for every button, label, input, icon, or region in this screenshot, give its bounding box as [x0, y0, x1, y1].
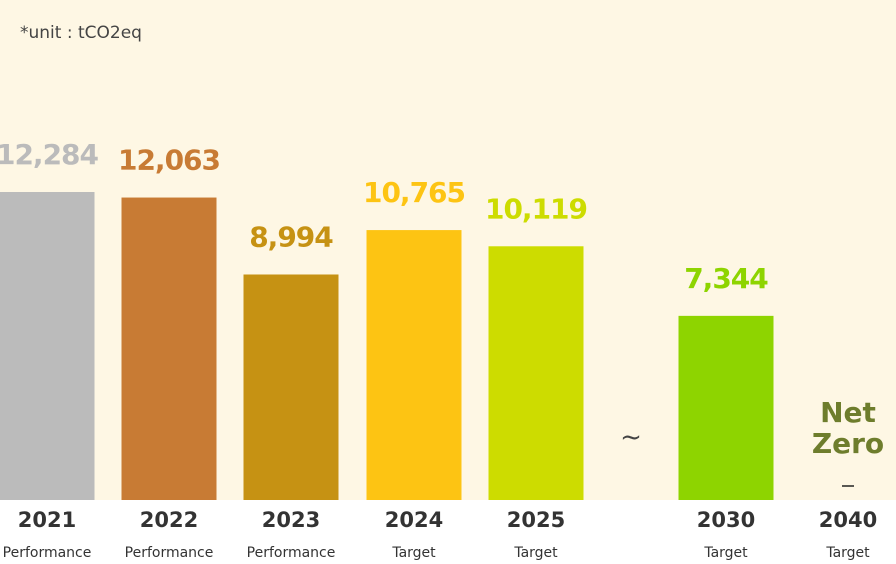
x-sublabel: Target — [703, 545, 748, 561]
x-tick-label: 2021 — [18, 508, 76, 532]
x-sublabel: Target — [391, 545, 436, 561]
bar — [0, 192, 95, 500]
bar — [488, 246, 584, 500]
value-label: 12,284 — [0, 138, 99, 171]
x-sublabel: Performance — [247, 545, 336, 561]
bar — [121, 197, 217, 500]
x-sublabel: Target — [513, 545, 558, 561]
axis-break: ~ — [620, 423, 642, 453]
x-tick-label: 2023 — [262, 508, 320, 532]
x-tick-label: 2025 — [507, 508, 565, 532]
bar — [243, 274, 339, 500]
value-label: 10,119 — [485, 192, 587, 225]
x-tick-label: 2040 — [819, 508, 877, 532]
x-sublabel: Target — [825, 545, 870, 561]
bar — [678, 315, 774, 500]
x-sublabel: Performance — [125, 545, 214, 561]
value-label: 7,344 — [684, 262, 768, 295]
value-label: 10,765 — [363, 176, 465, 209]
x-tick-label: 2024 — [385, 508, 443, 532]
value-label: 12,063 — [118, 144, 220, 177]
x-sublabel: Performance — [3, 545, 92, 561]
axis-background — [0, 500, 896, 564]
value-label: 8,994 — [249, 220, 333, 253]
x-tick-label: 2030 — [697, 508, 755, 532]
unit-note: *unit : tCO2eq — [20, 23, 142, 43]
x-tick-label: 2022 — [140, 508, 198, 532]
bar — [366, 230, 462, 500]
value-label: Net Zero — [812, 396, 884, 460]
